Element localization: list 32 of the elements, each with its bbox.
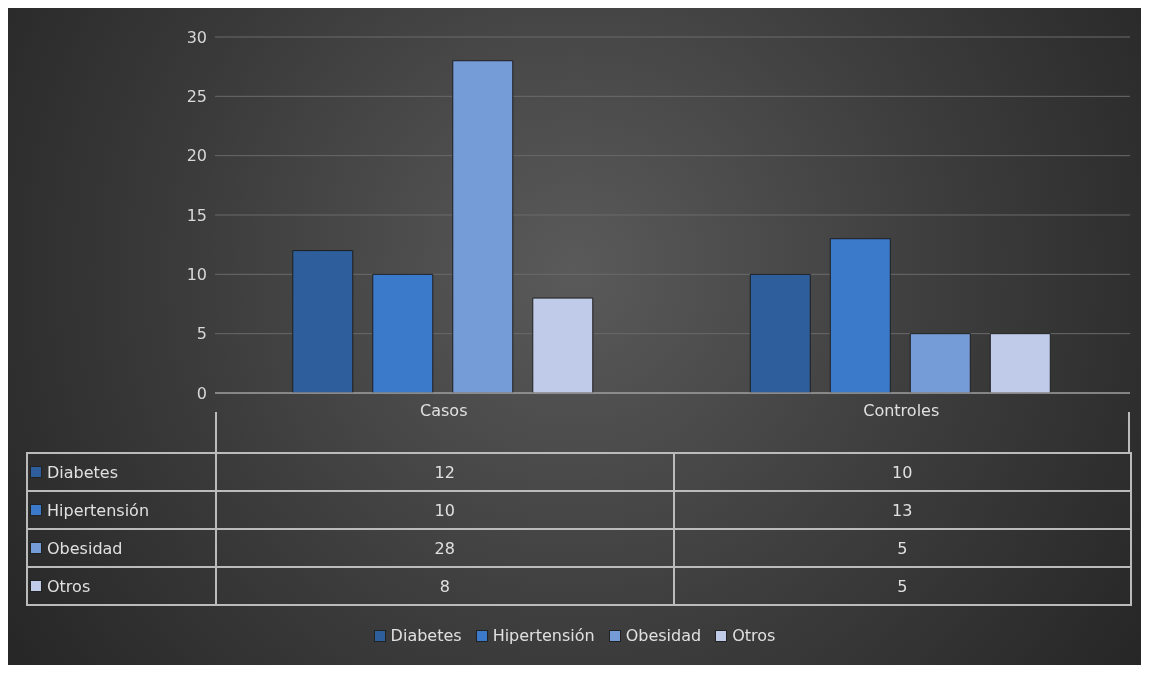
bar bbox=[292, 250, 354, 393]
y-tick-label: 20 bbox=[186, 146, 207, 166]
text: Otros bbox=[47, 576, 91, 596]
x-tick-label: Controles bbox=[863, 401, 940, 421]
legend-label: Otros bbox=[731, 626, 776, 645]
legend-label: Obesidad bbox=[624, 626, 702, 645]
bar bbox=[909, 333, 971, 393]
bar bbox=[532, 297, 594, 393]
bar bbox=[989, 333, 1051, 393]
text: Diabetes bbox=[390, 626, 462, 645]
y-tick-label: 30 bbox=[186, 27, 207, 47]
x-tick-label: Casos bbox=[420, 401, 468, 421]
data-label: 5 bbox=[673, 529, 1131, 567]
data-label: 8 bbox=[216, 567, 674, 605]
y-tick-label: 5 bbox=[196, 324, 207, 344]
data-label: 10 bbox=[673, 453, 1131, 491]
data-label: 12 bbox=[216, 453, 674, 491]
bar bbox=[749, 273, 811, 393]
bar bbox=[829, 238, 891, 393]
bar bbox=[452, 60, 514, 393]
y-tick-label: 25 bbox=[186, 87, 207, 107]
y-tick-label: 0 bbox=[196, 383, 207, 403]
data-label: 13 bbox=[673, 491, 1131, 529]
legend-label: Hipertensión bbox=[491, 626, 595, 645]
text: Obesidad bbox=[47, 538, 123, 558]
data-label: 5 bbox=[673, 567, 1131, 605]
y-tick-label: 15 bbox=[186, 205, 207, 225]
legend-label: Diabetes bbox=[46, 462, 120, 482]
data-label: 28 bbox=[216, 529, 674, 567]
bar bbox=[372, 273, 434, 393]
text: Hipertensión bbox=[47, 500, 150, 520]
y-tick-label: 10 bbox=[186, 265, 207, 285]
